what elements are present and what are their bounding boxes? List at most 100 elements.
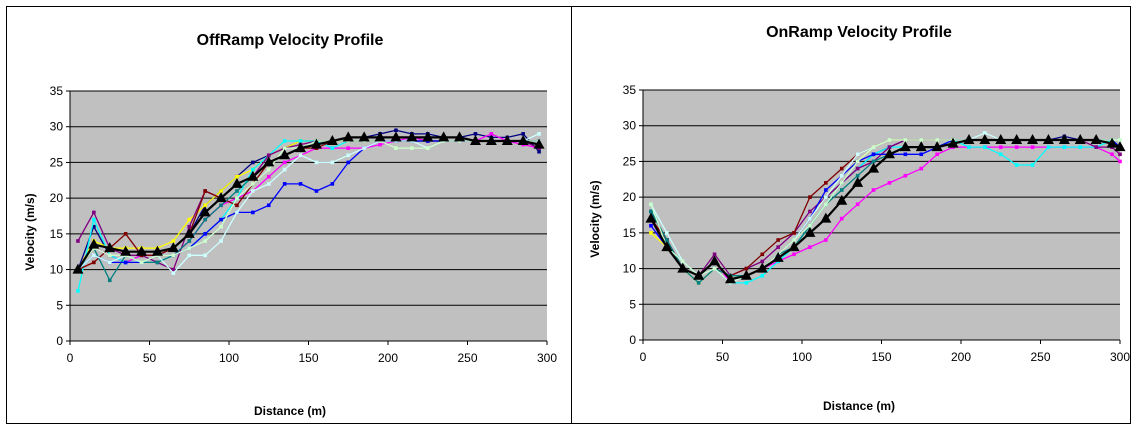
x-axis-label: Distance (m) xyxy=(254,404,326,418)
data-point xyxy=(326,135,338,145)
data-point xyxy=(219,239,223,243)
y-tick-label: 35 xyxy=(623,83,637,97)
data-point xyxy=(251,182,255,186)
x-tick-label: 300 xyxy=(1110,350,1130,364)
data-point xyxy=(760,259,765,264)
data-point xyxy=(394,146,398,150)
data-point xyxy=(346,153,351,158)
data-point xyxy=(187,217,192,222)
data-point xyxy=(473,132,478,136)
data-point xyxy=(824,202,828,207)
data-point xyxy=(1118,138,1122,142)
data-point xyxy=(422,131,434,142)
data-point xyxy=(282,160,287,165)
data-point xyxy=(998,152,1003,157)
data-point xyxy=(537,132,541,136)
data-point xyxy=(868,162,880,173)
x-tick-label: 100 xyxy=(792,350,812,364)
y-tick-label: 30 xyxy=(50,120,64,134)
data-point xyxy=(839,173,844,178)
x-tick-label: 200 xyxy=(378,351,398,365)
data-point xyxy=(1014,163,1019,167)
data-point xyxy=(425,146,430,150)
data-point xyxy=(203,253,207,258)
plot-area: 0 5 10 15 20 25 30 35 0 50 100 150 200 250 300 xyxy=(50,84,558,365)
data-point xyxy=(931,141,943,152)
data-point xyxy=(107,278,112,283)
y-tick-label: 30 xyxy=(623,119,637,133)
data-point xyxy=(199,206,211,217)
data-point xyxy=(776,238,780,242)
x-tick-label: 250 xyxy=(457,351,477,365)
offramp-chart: OffRamp Velocity Profile Distance (m) Ve… xyxy=(23,32,558,418)
data-point xyxy=(788,241,800,252)
data-point xyxy=(266,182,271,186)
y-tick-label: 5 xyxy=(629,297,636,311)
y-tick-label: 10 xyxy=(50,263,64,277)
data-point xyxy=(469,135,481,145)
data-point xyxy=(839,181,844,185)
chart-panel-onramp: OnRamp Velocity Profile Distance (m) Vel… xyxy=(571,6,1131,424)
data-point xyxy=(1074,134,1086,144)
data-point xyxy=(171,271,176,275)
data-point xyxy=(215,192,227,203)
data-point xyxy=(282,146,287,150)
data-point xyxy=(979,134,991,144)
data-point xyxy=(501,135,513,145)
data-point xyxy=(871,159,876,164)
data-point xyxy=(203,232,207,236)
data-point xyxy=(247,170,259,181)
data-point xyxy=(378,142,382,147)
data-point xyxy=(712,266,717,271)
data-point xyxy=(251,167,255,172)
data-point xyxy=(219,224,223,229)
data-point xyxy=(963,134,975,144)
y-tick-label: 0 xyxy=(56,334,63,348)
data-point xyxy=(231,177,243,188)
data-point xyxy=(820,212,832,223)
data-point xyxy=(839,188,844,192)
data-point xyxy=(712,252,717,257)
data-point xyxy=(151,245,163,256)
data-point xyxy=(76,289,80,293)
plot-background xyxy=(643,90,1120,340)
chart-panel-offramp: OffRamp Velocity Profile Distance (m) Ve… xyxy=(6,6,572,424)
y-tick-label: 20 xyxy=(623,190,637,204)
data-point xyxy=(251,189,255,193)
data-point xyxy=(724,273,736,284)
data-point xyxy=(935,152,939,157)
data-point xyxy=(1042,134,1054,144)
data-point xyxy=(661,241,673,252)
data-point xyxy=(521,132,525,136)
data-point xyxy=(107,260,112,265)
data-point xyxy=(342,131,354,142)
y-tick-label: 0 xyxy=(629,333,636,347)
data-point xyxy=(887,145,892,149)
data-point xyxy=(374,131,386,142)
data-point xyxy=(266,174,271,179)
data-point xyxy=(171,239,176,243)
data-point xyxy=(919,166,924,171)
y-tick-label: 10 xyxy=(623,262,637,276)
data-point xyxy=(1062,145,1067,149)
data-point xyxy=(251,160,255,165)
data-point xyxy=(903,138,908,142)
data-point xyxy=(808,195,812,199)
data-point xyxy=(1011,134,1023,144)
data-point xyxy=(792,231,796,235)
data-point xyxy=(120,245,132,256)
data-point xyxy=(693,269,705,280)
data-point xyxy=(537,149,541,154)
data-point xyxy=(489,132,494,136)
data-point xyxy=(1090,134,1102,144)
data-point xyxy=(839,216,844,221)
data-point xyxy=(677,262,689,273)
data-point xyxy=(92,260,96,265)
data-point xyxy=(171,253,176,258)
data-point xyxy=(740,269,752,280)
data-point xyxy=(808,245,812,249)
data-point xyxy=(123,232,128,236)
data-point xyxy=(947,137,959,148)
data-point xyxy=(649,223,653,228)
data-point xyxy=(836,194,848,205)
